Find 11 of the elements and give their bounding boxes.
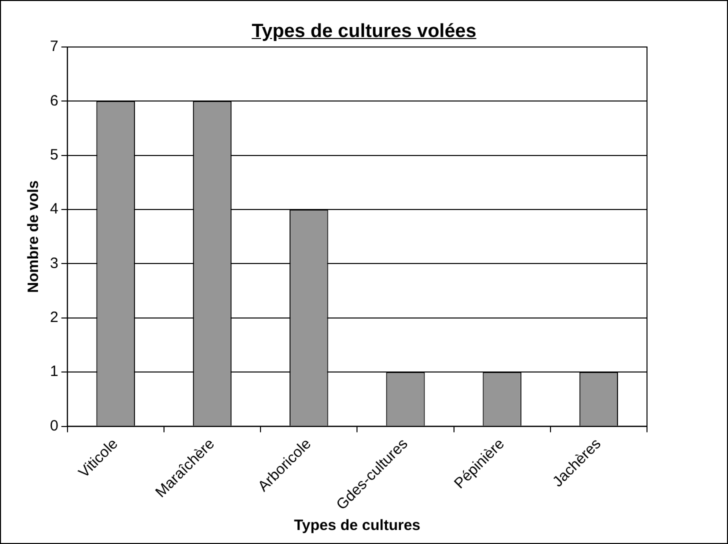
y-tick-label: 3	[50, 254, 58, 272]
y-tick-label: 5	[50, 146, 58, 164]
y-axis-title: Nombre de vols	[25, 180, 42, 293]
y-tick-label: 4	[50, 200, 58, 218]
y-tick-label: 0	[50, 417, 58, 434]
y-tick-label: 6	[50, 92, 58, 110]
x-axis-title: Types de cultures	[294, 517, 420, 534]
y-tick-label: 2	[50, 309, 58, 326]
chart-title: Types de cultures volées	[252, 21, 476, 42]
y-tick-label: 1	[50, 363, 58, 380]
y-tick-label: 7	[50, 38, 58, 56]
